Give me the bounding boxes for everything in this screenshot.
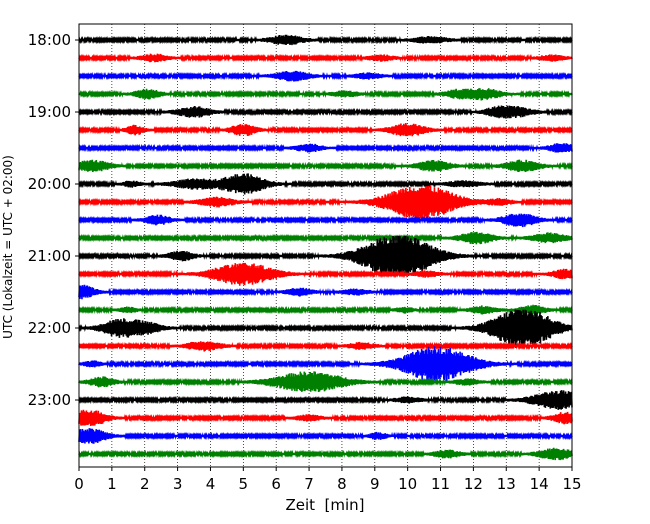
x-tick-label: 12 [464, 475, 483, 493]
x-tick-label: 3 [173, 475, 183, 493]
x-tick-label: 8 [337, 475, 347, 493]
trace-line [78, 213, 573, 228]
x-tick-label: 2 [140, 475, 150, 493]
trace-line [78, 70, 573, 82]
trace-line [78, 341, 573, 352]
trace-line [78, 309, 573, 349]
x-axis-label: Zeit [min] [285, 496, 364, 514]
x-tick-label: 13 [497, 475, 516, 493]
grid-lines [111, 24, 540, 467]
trace-line [78, 304, 573, 316]
y-tick-label: 22:00 [28, 319, 71, 337]
x-tick-label: 14 [530, 475, 549, 493]
trace-line [78, 123, 573, 137]
x-tick-label: 5 [239, 475, 249, 493]
x-tick-label: 7 [304, 475, 314, 493]
x-tick-label: 4 [206, 475, 216, 493]
trace-line [78, 143, 573, 153]
trace-lines [78, 34, 573, 461]
y-tick-label: 20:00 [28, 175, 71, 193]
y-axis-label: UTC (Lokalzeit = UTC + 02:00) [1, 155, 15, 339]
trace-line [78, 105, 573, 119]
x-tick-label: 9 [370, 475, 380, 493]
x-tick-label: 15 [562, 475, 581, 493]
y-tick-label: 19:00 [28, 103, 71, 121]
x-axis-ticks: 0 1 2 3 4 5 6 7 8 9 10 11 12 13 14 15 [74, 467, 582, 493]
x-tick-label: 10 [398, 475, 417, 493]
trace-line [78, 390, 573, 410]
x-tick-label: 0 [74, 475, 84, 493]
trace-line [78, 173, 573, 195]
plot-frame [78, 23, 573, 468]
trace-line [78, 284, 573, 300]
trace-line [78, 409, 573, 427]
trace-line [78, 34, 573, 46]
y-tick-label: 18:00 [28, 31, 71, 49]
y-axis-ticks: 18:00 19:00 20:00 21:00 22:00 23:00 [28, 31, 79, 409]
trace-line [78, 262, 573, 286]
trace-line [78, 231, 573, 245]
trace-line [78, 371, 573, 393]
trace-line [78, 235, 573, 277]
trace-line [78, 53, 573, 63]
trace-line [78, 88, 573, 101]
trace-line [78, 184, 573, 220]
trace-line [78, 447, 573, 461]
trace-line [78, 159, 573, 173]
x-tick-label: 11 [431, 475, 450, 493]
y-tick-label: 21:00 [28, 247, 71, 265]
x-tick-label: 6 [271, 475, 281, 493]
trace-line [78, 428, 573, 444]
y-tick-label: 23:00 [28, 391, 71, 409]
x-tick-label: 1 [107, 475, 117, 493]
trace-line [78, 346, 573, 383]
